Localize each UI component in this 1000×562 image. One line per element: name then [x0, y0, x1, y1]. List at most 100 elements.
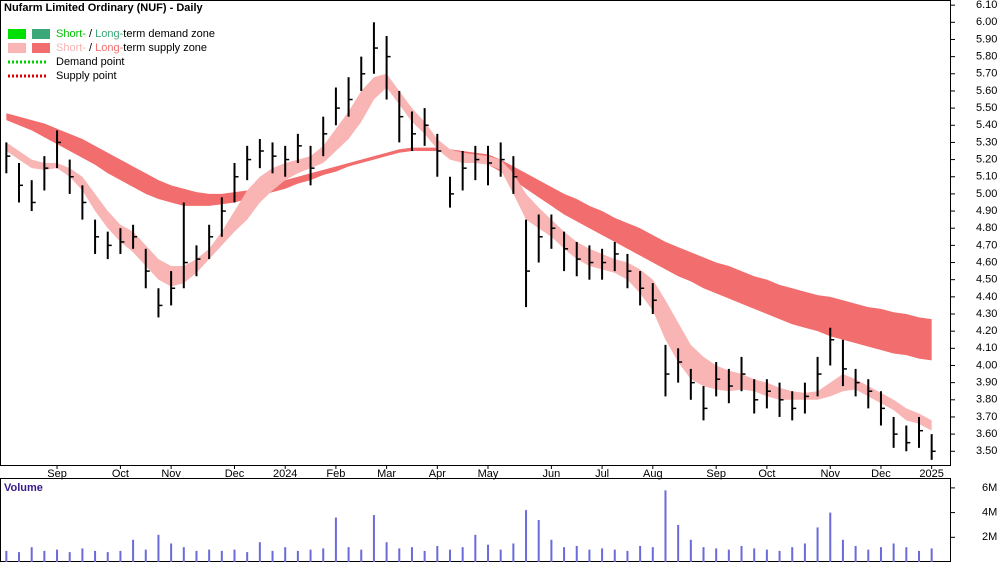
- y-tick-label: 4.90: [976, 205, 997, 217]
- volume-bar: [613, 549, 616, 562]
- x-tick-label: Oct: [758, 468, 775, 480]
- volume-bar: [803, 543, 806, 562]
- volume-tick-label: 6M: [982, 482, 997, 494]
- volume-bar: [5, 550, 8, 562]
- volume-bar: [119, 550, 122, 562]
- volume-bar: [81, 548, 84, 562]
- y-tick-label: 3.70: [976, 411, 997, 423]
- x-tick-label: Dec: [871, 468, 891, 480]
- x-tick-label: Nov: [161, 468, 181, 480]
- volume-bar: [499, 549, 502, 562]
- y-tick-label: 4.00: [976, 359, 997, 371]
- volume-bar: [829, 512, 832, 562]
- legend-text: Supply point: [56, 70, 117, 82]
- volume-bar: [930, 548, 933, 562]
- volume-bar: [740, 545, 743, 562]
- volume-bar: [106, 552, 109, 562]
- x-tick-label: Dec: [225, 468, 245, 480]
- x-tick-label: Aug: [643, 468, 663, 480]
- y-tick-label: 5.70: [976, 68, 997, 80]
- volume-bar: [474, 534, 477, 562]
- legend-text: Long-: [95, 42, 123, 54]
- volume-bar: [537, 520, 540, 562]
- volume-bar: [550, 539, 553, 562]
- volume-bar: [461, 547, 464, 562]
- volume-bar: [195, 550, 198, 562]
- x-tick-label: Apr: [429, 468, 446, 480]
- volume-bar: [917, 550, 920, 562]
- volume-bar: [563, 547, 566, 562]
- volume-bar: [854, 545, 857, 562]
- volume-bar: [601, 548, 604, 562]
- y-tick-label: 5.60: [976, 85, 997, 97]
- volume-bar: [94, 550, 97, 562]
- y-tick-label: 5.20: [976, 153, 997, 165]
- x-tick-label: Jul: [595, 468, 609, 480]
- volume-bar: [220, 550, 223, 562]
- legend-text: Short-: [56, 28, 86, 40]
- volume-bar: [372, 515, 375, 562]
- y-tick-label: 4.30: [976, 308, 997, 320]
- volume-tick-label: 2M: [982, 531, 997, 543]
- legend-label: Short- / Long-term demand zone: [56, 28, 215, 40]
- volume-bar: [423, 550, 426, 562]
- volume-bar: [271, 550, 274, 562]
- volume-bar: [487, 544, 490, 562]
- volume-bar: [867, 549, 870, 562]
- volume-bar: [309, 549, 312, 562]
- x-tick-label: Mar: [377, 468, 396, 480]
- volume-bar: [727, 549, 730, 562]
- volume-bar: [512, 543, 515, 562]
- volume-bar: [639, 545, 642, 562]
- y-tick-label: 5.80: [976, 51, 997, 63]
- volume-bar: [322, 548, 325, 562]
- y-tick-label: 5.10: [976, 171, 997, 183]
- volume-tick-label: 4M: [982, 506, 997, 518]
- volume-bar: [626, 550, 629, 562]
- volume-bar: [246, 552, 249, 562]
- title-bg: [2, 2, 222, 12]
- volume-bar: [448, 549, 451, 562]
- volume-bar: [144, 549, 147, 562]
- volume-bar: [385, 542, 388, 562]
- legend-swatch: [32, 29, 50, 39]
- x-tick-label: Sep: [47, 468, 67, 480]
- volume-bar: [905, 547, 908, 562]
- legend-swatch: [32, 43, 50, 53]
- chart-title: Nufarm Limited Ordinary (NUF) - Daily: [4, 2, 204, 14]
- volume-label: Volume: [4, 482, 43, 494]
- y-tick-label: 5.00: [976, 188, 997, 200]
- volume-bar: [715, 548, 718, 562]
- y-tick-label: 4.60: [976, 256, 997, 268]
- zone-band: [6, 113, 932, 361]
- volume-bar: [43, 550, 46, 562]
- volume-bar: [651, 547, 654, 562]
- volume-bar: [753, 548, 756, 562]
- volume-bar: [182, 547, 185, 562]
- y-tick-label: 3.60: [976, 428, 997, 440]
- price-bars: [5, 22, 936, 460]
- volume-bar: [702, 547, 705, 562]
- volume-bar: [410, 547, 413, 562]
- volume-bar: [879, 547, 882, 562]
- y-tick-label: 5.90: [976, 33, 997, 45]
- volume-bar: [816, 527, 819, 562]
- volume-bar: [778, 550, 781, 562]
- x-tick-label: May: [478, 468, 499, 480]
- legend-text: /: [86, 28, 95, 40]
- legend-swatch: [8, 29, 26, 39]
- volume-bar: [689, 539, 692, 562]
- legend-swatch: [8, 43, 26, 53]
- legend-text: term demand zone: [123, 28, 215, 40]
- volume-bar: [208, 549, 211, 562]
- volume-bar: [575, 545, 578, 562]
- legend-label: Demand point: [56, 56, 125, 68]
- volume-bar: [68, 552, 71, 562]
- volume-bar: [664, 490, 667, 562]
- y-tick-label: 3.80: [976, 394, 997, 406]
- legend-text: /: [86, 42, 95, 54]
- volume-bar: [360, 549, 363, 562]
- volume-bar: [525, 510, 528, 562]
- legend-label: Short- / Long-term supply zone: [56, 42, 207, 54]
